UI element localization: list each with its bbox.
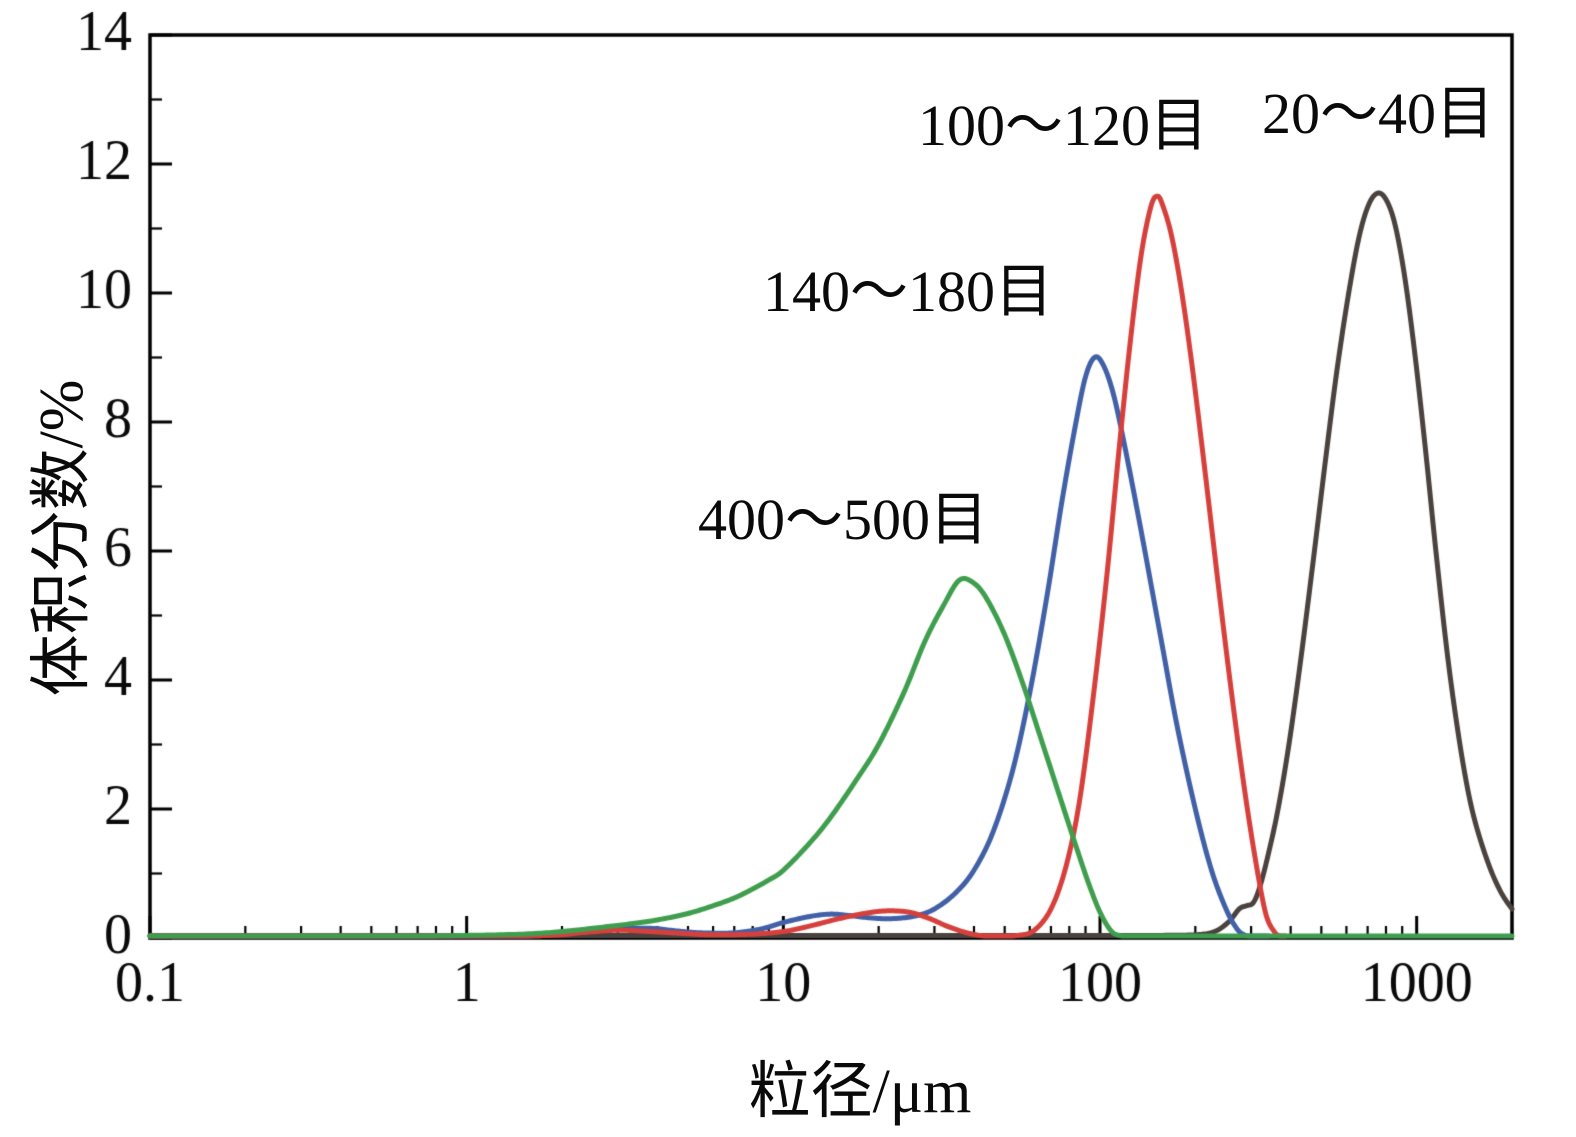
series-label-400-500-mesh: 400～500目: [698, 487, 989, 552]
series-label-100-120-mesh: 100～120目: [918, 93, 1209, 158]
series-label-140-180-mesh: 140～180目: [763, 259, 1054, 324]
y-axis-title: 体积分数/%: [28, 379, 96, 697]
x-axis-title: 粒径/μm: [748, 1058, 972, 1126]
series-label-20-40-mesh: 20～40目: [1262, 81, 1495, 146]
